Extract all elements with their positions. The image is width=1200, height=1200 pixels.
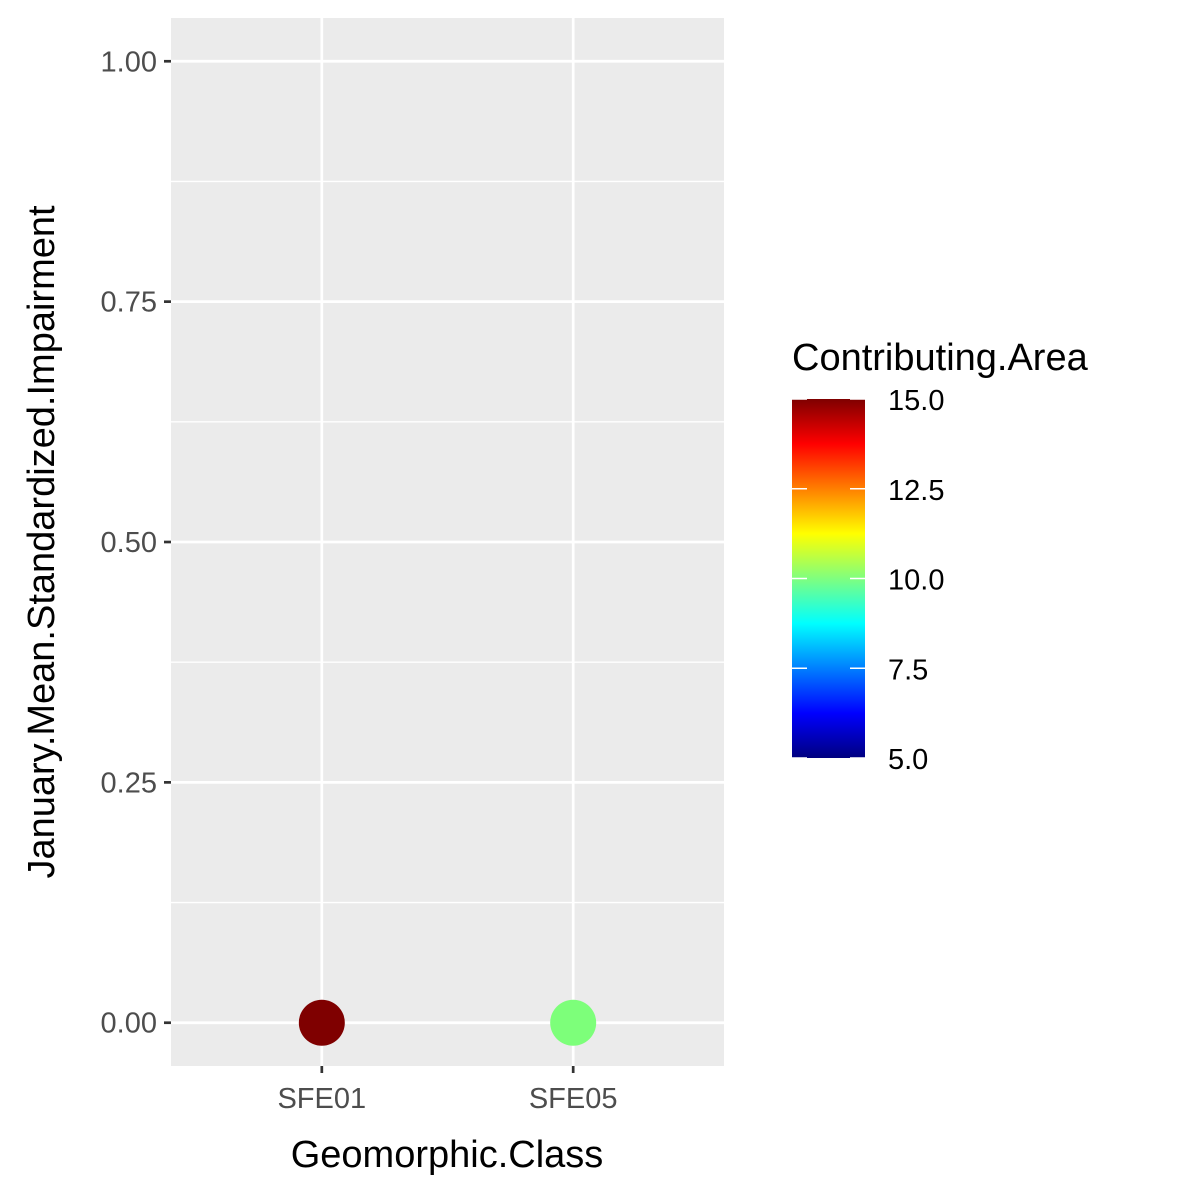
x-tick-label: SFE05 [529, 1083, 618, 1115]
x-axis: SFE01 SFE05 [277, 1066, 618, 1115]
colorbar-ticks: 5.0 7.5 10.0 12.5 15.0 [792, 385, 944, 776]
y-axis-title: January.Mean.Standardized.Impairment [21, 205, 63, 879]
y-tick-label: 0.00 [101, 1008, 157, 1040]
x-tick-label: SFE01 [277, 1083, 366, 1115]
color-legend: Contributing.Area 5.0 7.5 10.0 12.5 15.0 [792, 337, 1089, 776]
data-point [298, 999, 345, 1046]
x-axis-title: Geomorphic.Class [291, 1134, 604, 1176]
y-tick-label: 1.00 [101, 46, 157, 78]
data-points [298, 999, 597, 1046]
y-tick-label: 0.50 [101, 527, 157, 559]
colorbar-tick-label: 12.5 [888, 475, 944, 507]
y-tick-label: 0.75 [101, 287, 157, 319]
y-tick-label: 0.25 [101, 767, 157, 799]
colorbar-tick-label: 15.0 [888, 385, 944, 417]
grid-major [171, 18, 724, 1066]
colorbar-tick-label: 7.5 [888, 654, 928, 686]
colorbar-tick-label: 5.0 [888, 744, 928, 776]
data-point [550, 999, 597, 1046]
colorbar-tick-label: 10.0 [888, 565, 944, 597]
legend-title: Contributing.Area [792, 337, 1089, 379]
grid-minor [171, 180, 724, 904]
y-axis: 0.00 0.25 0.50 0.75 1.00 [101, 46, 171, 1040]
